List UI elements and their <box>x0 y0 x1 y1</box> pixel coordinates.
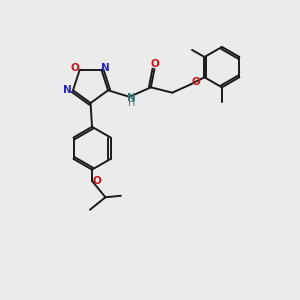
Text: O: O <box>92 176 101 186</box>
Text: O: O <box>151 59 159 69</box>
Text: N: N <box>63 85 72 95</box>
Text: H: H <box>128 98 136 108</box>
Text: N: N <box>128 93 136 103</box>
Text: N: N <box>101 63 110 73</box>
Text: O: O <box>191 77 200 87</box>
Text: O: O <box>70 63 79 73</box>
